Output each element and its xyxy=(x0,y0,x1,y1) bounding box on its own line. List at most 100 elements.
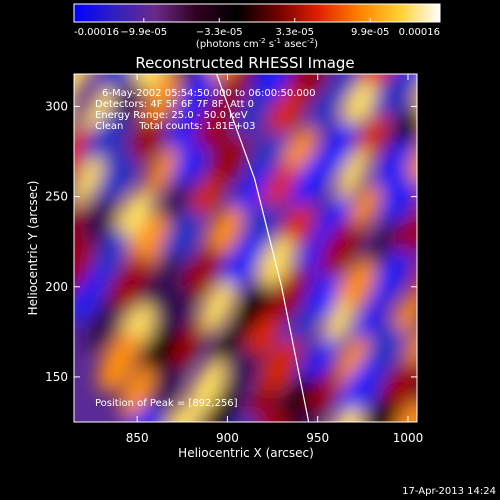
heatmap-blob xyxy=(428,387,479,452)
heatmap-blob xyxy=(338,359,380,421)
heatmap-blob xyxy=(450,0,500,42)
heatmap-blob xyxy=(267,88,303,141)
heatmap-blob xyxy=(140,252,183,317)
heatmap-blob xyxy=(318,218,361,281)
heatmap-blob xyxy=(193,98,234,157)
heatmap-blob xyxy=(107,254,150,318)
x-tick-label: 1000 xyxy=(393,431,424,445)
colorbar-tick-label: 3.3e-05 xyxy=(276,27,314,38)
x-tick-label: 900 xyxy=(216,431,239,445)
heatmap-blob xyxy=(470,309,500,373)
heatmap-blob xyxy=(382,361,417,414)
chart-title: Reconstructed RHESSI Image xyxy=(135,54,354,72)
y-tick-label: 250 xyxy=(45,190,68,204)
heatmap-blob xyxy=(323,406,364,422)
heatmap-blob xyxy=(493,365,500,435)
colorbar-tick-label: 0.00016 xyxy=(399,27,440,38)
heatmap-blob xyxy=(163,402,200,422)
colorbar-tick-label: −3.3e-05 xyxy=(196,27,243,38)
heatmap-blob xyxy=(491,265,500,332)
heatmap-blob xyxy=(449,346,498,412)
heatmap-blob xyxy=(140,326,179,378)
heatmap-blob xyxy=(119,366,156,418)
colorbar-ticks: -0.00016 −9.9e-05 −3.3e-05 3.3e-05 9.9e-05 0.… xyxy=(73,18,441,38)
heatmap-blob xyxy=(145,146,178,196)
heatmap-blob xyxy=(471,232,500,301)
heatmap-blob xyxy=(423,204,472,269)
heatmap-blob xyxy=(201,386,240,422)
annotation-peak: Position of Peak = [892,256] xyxy=(95,398,238,409)
plot-frame xyxy=(73,73,418,423)
heatmap-blob xyxy=(445,59,497,120)
annotation-clean: Clean Total counts: 1.81E+03 xyxy=(95,121,255,132)
heatmap-blob xyxy=(0,16,25,91)
heatmap-blob xyxy=(475,49,500,114)
heatmap-blob xyxy=(379,175,416,232)
heatmap-blob xyxy=(170,318,205,374)
heatmap-blob xyxy=(74,203,85,257)
heatmap-blob xyxy=(25,0,73,46)
heatmap-blob xyxy=(290,149,332,213)
heatmap-blob xyxy=(186,358,227,421)
heatmap-blob xyxy=(333,336,373,393)
heatmap-blob xyxy=(180,74,214,118)
annotation-time: 6-May-2002 05:54:50.000 to 06:00:50.000 xyxy=(102,88,315,99)
colorbar-tick-label: -0.00016 xyxy=(74,27,119,38)
heatmap-blob xyxy=(74,74,91,99)
heatmap-blob xyxy=(308,89,340,137)
colorbar-tick-label: 9.9e-05 xyxy=(351,27,389,38)
solar-limb-curve xyxy=(216,74,310,422)
heatmap-blob xyxy=(472,117,500,188)
heatmap-blob xyxy=(98,331,140,393)
heatmap-blob xyxy=(130,74,172,96)
heatmap-blob xyxy=(452,92,500,151)
heatmap-blob xyxy=(172,142,206,192)
heatmap-blob xyxy=(130,116,165,165)
footer-timestamp: 17-Apr-2013 14:24 xyxy=(402,486,496,497)
heatmap-blob xyxy=(407,138,417,188)
heatmap-blob xyxy=(74,126,92,181)
heatmap-blob xyxy=(240,384,278,422)
colorbar xyxy=(73,3,441,23)
heatmap-blob xyxy=(417,269,473,344)
y-axis-label: Heliocentric Y (arcsec) xyxy=(26,181,40,316)
y-tick-label: 150 xyxy=(45,370,68,384)
colorbar-tick-label: −9.9e-05 xyxy=(120,27,167,38)
heatmap-blob xyxy=(372,248,410,307)
heatmap-blob xyxy=(461,379,500,444)
heatmap-blob xyxy=(464,197,500,263)
heatmap-blob xyxy=(412,354,465,416)
heatmap-blob xyxy=(431,121,487,193)
heatmap-blob xyxy=(413,168,458,226)
heatmap-blob xyxy=(0,0,41,46)
heatmap-blob xyxy=(266,264,309,329)
y-tick-label: 200 xyxy=(45,280,68,294)
heatmap-blob xyxy=(494,84,500,145)
heatmap-blob xyxy=(304,273,341,322)
heatmap-blob xyxy=(432,305,489,380)
heatmap-blob xyxy=(335,147,370,201)
heatmap-blob xyxy=(148,365,183,417)
heatmap-blob xyxy=(74,155,104,209)
x-axis-label: Heliocentric X (arcsec) xyxy=(178,446,314,460)
heatmap-blob xyxy=(374,139,410,197)
heatmap-blob xyxy=(281,0,333,2)
heatmap-blob xyxy=(467,20,500,83)
heatmap-blob xyxy=(0,92,47,163)
annotation-energy: Energy Range: 25.0 - 50.0 keV xyxy=(95,110,248,121)
x-tick-label: 850 xyxy=(126,431,149,445)
heatmap-blob xyxy=(482,339,500,403)
heatmap-blob xyxy=(0,0,3,56)
heatmap-blob xyxy=(361,399,398,422)
heatmap-blob xyxy=(352,296,385,348)
x-tick-label: 950 xyxy=(306,431,329,445)
heatmap-blob xyxy=(416,89,469,154)
heatmap-blob xyxy=(125,404,160,422)
heatmap-blob xyxy=(209,132,247,190)
annotation-detectors: Detectors: 4F 5F 6F 7F 8F, Att 0 xyxy=(95,99,254,110)
heatmap-blob xyxy=(97,150,136,207)
heatmap-blob xyxy=(74,265,107,324)
colorbar-units: (photons cm-2 s-1 asec-2) xyxy=(196,37,318,50)
heatmap-blob xyxy=(258,337,300,402)
